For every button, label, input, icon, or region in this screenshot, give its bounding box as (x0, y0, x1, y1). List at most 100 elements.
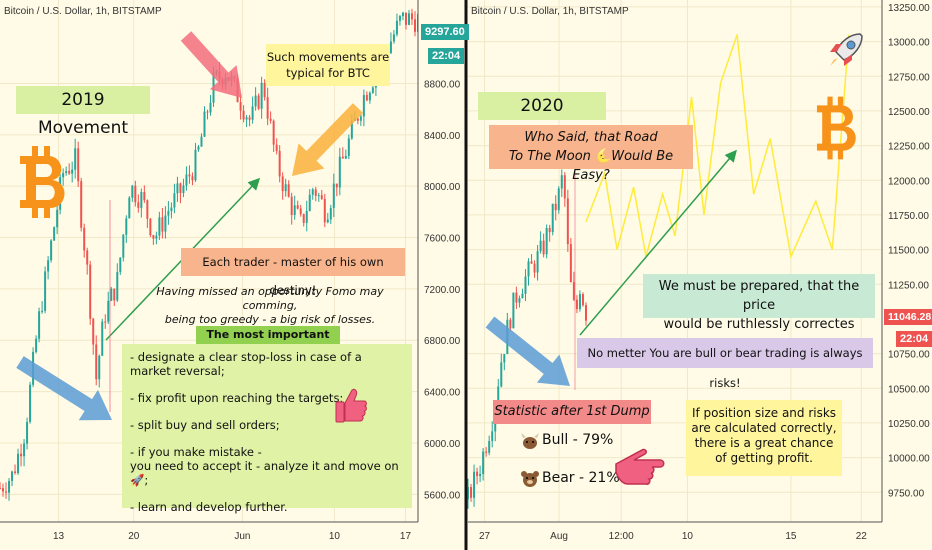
candle-body-1-25 (542, 240, 545, 255)
candle-body-0-57 (170, 207, 173, 212)
candle-body-0-97 (290, 196, 293, 216)
x-tick-label-0-3: 10 (329, 531, 341, 542)
candle-body-0-106 (317, 195, 320, 197)
candle-body-0-29 (86, 250, 89, 265)
candle-body-0-40 (119, 257, 122, 273)
candle-body-0-105 (314, 189, 317, 196)
candle-body-0-53 (158, 217, 161, 236)
candle-body-1-19 (524, 276, 527, 294)
chart2-title: Bitcoin / U.S. Dollar, 1h, BITSTAMP (471, 6, 629, 17)
candle-body-0-131 (392, 34, 395, 42)
label-prepared-line1: We must be prepared, that the price (658, 279, 860, 313)
y-tick-label-0-7: 6000.00 (424, 439, 461, 450)
orange-arrow-2019 (292, 103, 364, 176)
candle-body-0-90 (269, 118, 272, 121)
candle-body-1-18 (521, 293, 524, 299)
candle-body-0-65 (194, 149, 197, 181)
candle-body-0-111 (332, 183, 335, 208)
candle-body-1-11 (500, 362, 503, 387)
candle-body-0-62 (185, 174, 188, 186)
candle-body-1-22 (533, 263, 536, 273)
candle-body-1-37 (578, 294, 581, 310)
x-tick-label-1-0: 27 (479, 531, 491, 542)
candle-body-0-108 (323, 198, 326, 223)
candle-body-0-48 (143, 192, 146, 201)
trend-arrow-2020 (579, 149, 737, 336)
y-tick-label-1-12: 10000.00 (888, 454, 930, 465)
candle-body-0-9 (26, 421, 29, 444)
label-profit-line3: there is a great chance (694, 436, 834, 450)
candle-body-1-21 (530, 261, 533, 264)
candle-body-1-24 (539, 240, 542, 252)
candle-body-0-21 (62, 172, 65, 178)
candle-body-0-95 (284, 184, 287, 192)
x-tick-label-1-2: 12:00 (609, 531, 634, 542)
candle-body-0-0 (0, 487, 1, 489)
candle-body-1-2 (473, 471, 476, 498)
candle-body-0-49 (146, 200, 149, 219)
candle-body-0-67 (200, 136, 203, 147)
label-typical-line2: typical for BTC (286, 66, 370, 80)
candle-body-0-45 (134, 185, 137, 203)
label-2020-movement: 2020 Movement (478, 92, 606, 144)
rule-stop-loss: - designate a clear stop-loss in case of… (130, 350, 362, 378)
candle-body-0-137 (410, 13, 413, 20)
candle-body-0-32 (95, 344, 98, 380)
candle-body-1-5 (482, 451, 485, 475)
candle-body-1-7 (488, 440, 491, 453)
rule-learn: - learn and develop further. (130, 500, 288, 514)
candle-body-0-60 (179, 183, 182, 194)
candle-body-0-84 (251, 106, 254, 120)
label-2019-movement: 2019 Movement (16, 86, 150, 138)
candle-body-0-101 (302, 214, 305, 223)
candle-body-0-92 (275, 144, 278, 151)
x-tick-label-0-2: Jun (234, 531, 250, 542)
candle-body-0-27 (80, 181, 83, 228)
label-statistic: Statistic after 1st Dump (493, 400, 651, 424)
candle-body-0-110 (329, 207, 332, 220)
candle-body-0-120 (359, 116, 362, 121)
candle-body-1-3 (476, 471, 479, 477)
label-fomo-line2: being too greedy - a big risk of losses. (164, 313, 376, 326)
candle-body-1-17 (518, 298, 521, 303)
pointing-hand-icon (615, 448, 665, 485)
y-tick-label-0-4: 7200.00 (424, 285, 461, 296)
x-tick-label-1-3: 10 (682, 531, 694, 542)
candle-body-1-10 (497, 386, 500, 407)
candle-body-0-135 (404, 12, 407, 25)
candle-body-0-3 (8, 480, 11, 493)
y-tick-label-1-0: 13250.00 (888, 3, 930, 14)
y-tick-label-0-6: 6400.00 (424, 388, 461, 399)
candle-body-0-33 (98, 355, 101, 380)
candle-body-1-0 (467, 487, 469, 500)
candle-body-0-17 (50, 240, 53, 261)
label-profit-line2: are calculated correctly, (691, 421, 837, 435)
x-tick-label-1-1: Aug (550, 531, 568, 542)
candle-body-0-6 (17, 453, 20, 474)
candle-body-0-59 (176, 183, 179, 194)
candle-body-1-28 (551, 203, 554, 233)
candle-body-0-124 (371, 87, 374, 93)
x-tick-label-1-5: 22 (856, 531, 868, 542)
candle-body-0-30 (89, 264, 92, 319)
blue-arrow-2020 (485, 316, 570, 386)
candle-body-0-52 (155, 235, 158, 239)
candle-body-0-69 (206, 111, 209, 113)
candle-body-0-68 (203, 111, 206, 137)
blue-arrow-2019 (16, 356, 113, 421)
label-profit-line4: of getting profit. (715, 451, 813, 465)
x-tick-label-0-0: 13 (53, 531, 65, 542)
y-tick-label-1-10: 10500.00 (888, 384, 930, 395)
candle-body-1-36 (575, 299, 578, 310)
candle-body-1-30 (557, 188, 560, 211)
candle-body-0-85 (254, 95, 257, 107)
label-profit-line1: If position size and risks (691, 406, 837, 420)
red-arrow-2019 (180, 31, 242, 98)
y-tick-label-1-6: 11750.00 (888, 211, 929, 222)
candle-body-1-1 (470, 487, 473, 498)
label-fomo-line1: Having missed an opportunity Fomo may co… (156, 285, 384, 312)
y-tick-label-1-1: 13000.00 (888, 38, 930, 49)
candle-body-1-34 (569, 244, 572, 283)
candle-body-0-81 (242, 110, 245, 120)
